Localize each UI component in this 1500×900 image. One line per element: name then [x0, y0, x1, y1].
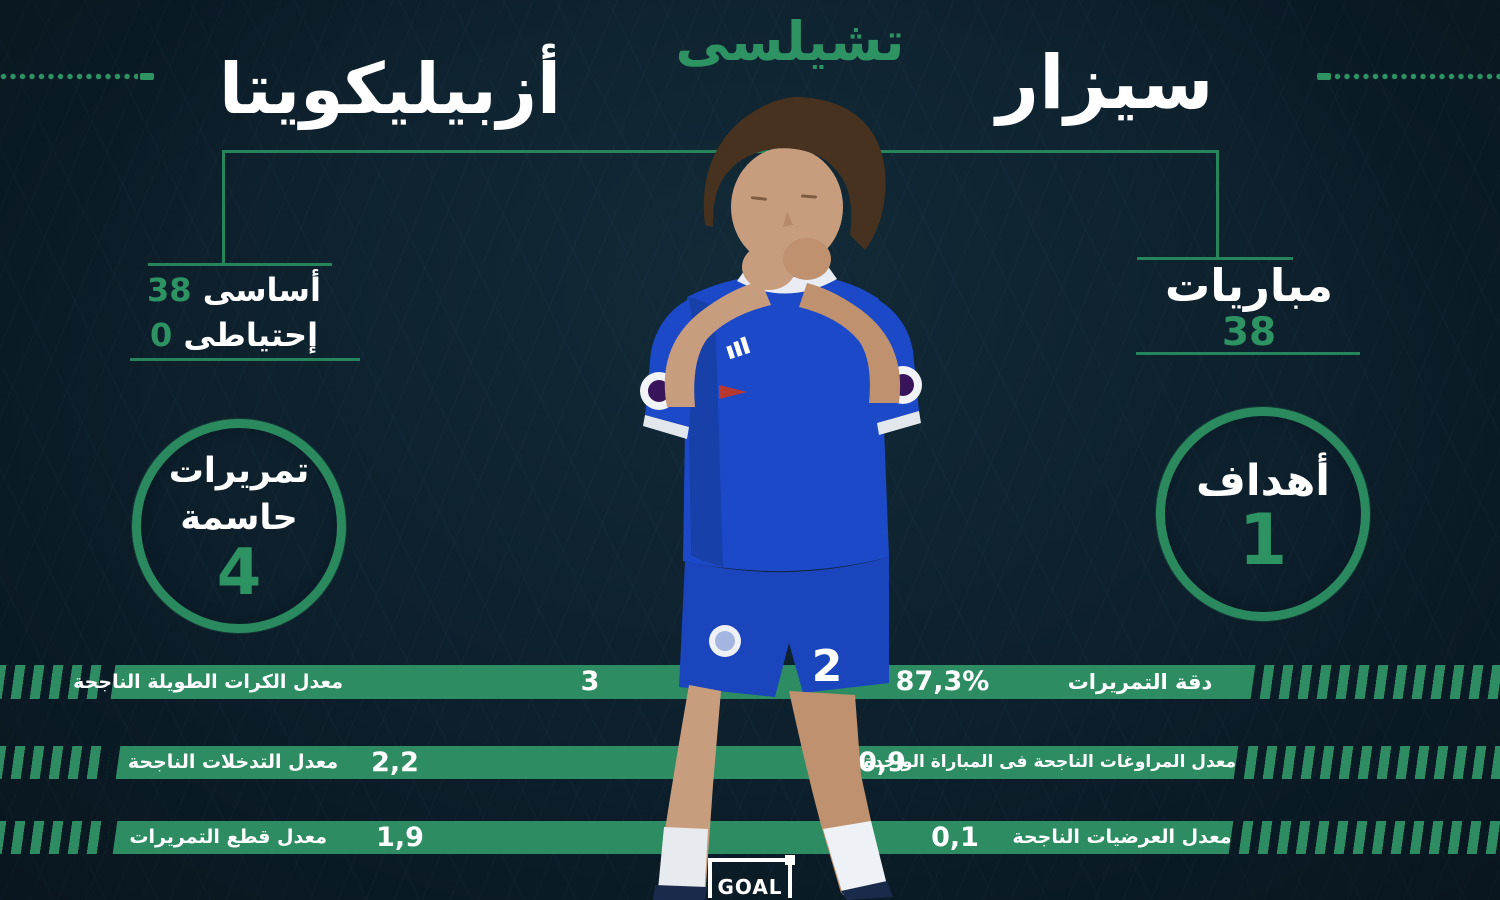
stat-label-interceptions: معدل قطع التمريرات	[129, 826, 327, 848]
assists-value: 4	[216, 536, 262, 610]
stat-bar-2-stripes-right	[1243, 746, 1500, 779]
dotted-line-left	[0, 73, 138, 80]
goals-label: أهداف	[1195, 456, 1331, 506]
stat-value-dribbles: 0,9	[858, 747, 906, 778]
goals-circle: أهداف 1	[1156, 407, 1370, 621]
shorts-number: 2	[812, 641, 843, 692]
bracket-stub-right	[1216, 150, 1219, 260]
stat-bar-3-stripes-left	[0, 821, 111, 854]
player-last-name: أزبيليكويتا	[218, 48, 562, 130]
goal-logo-text: GOAL	[717, 875, 783, 899]
stat-label-tackles: معدل التدخلات الناجحة	[127, 751, 339, 773]
assists-label-line2: حاسمة	[180, 498, 298, 538]
matches-block: مباريات 38	[1133, 260, 1365, 354]
stat-value-crosses: 0,1	[931, 822, 979, 853]
goals-value: 1	[1238, 499, 1288, 581]
dotted-line-right	[1334, 73, 1500, 80]
assists-circle: تمريرات حاسمة 4	[132, 419, 346, 633]
starter-value: 38	[147, 271, 192, 309]
stat-bar-1-stripes-right	[1259, 665, 1500, 699]
club-title: تشيلسى	[675, 10, 905, 73]
starter-label: أساسى	[202, 271, 321, 309]
substitute-value: 0	[149, 316, 173, 354]
appearances-block: أساسى 38 إحتياطى 0	[128, 268, 340, 358]
stat-value-long-balls: 3	[580, 666, 600, 697]
registered-mark-icon	[785, 855, 795, 865]
stat-value-tackles: 2,2	[371, 747, 419, 778]
assists-label-line1: تمريرات	[168, 451, 310, 491]
stat-bar-2-stripes-left	[0, 746, 111, 779]
stat-label-crosses: معدل العرضيات الناجحة	[1012, 826, 1232, 848]
starter-row: أساسى 38	[128, 268, 340, 313]
appearances-line-top	[148, 263, 332, 266]
stat-label-dribbles: معدل المراوغات الناجحة فى المباراة الواح…	[864, 752, 1236, 772]
matches-value: 38	[1221, 310, 1277, 355]
matches-label: مباريات	[1164, 259, 1334, 312]
stat-bar-3-stripes-right	[1238, 821, 1500, 854]
stat-label-long-balls: معدل الكرات الطويلة الناجحة	[73, 671, 343, 693]
substitute-row: إحتياطى 0	[128, 313, 340, 358]
goal-frame-icon	[708, 858, 792, 898]
dash-left	[140, 73, 154, 80]
player-photo: 2	[640, 96, 922, 900]
substitute-label: إحتياطى	[183, 316, 319, 354]
player-first-name: سيزار	[996, 40, 1214, 126]
stat-value-pass-accuracy: 87,3%	[895, 666, 990, 697]
stat-value-interceptions: 1,9	[376, 822, 424, 853]
matches-line-top	[1137, 257, 1293, 260]
dash-right	[1317, 73, 1331, 80]
goal-logo: GOAL	[708, 855, 795, 899]
bracket-stub-left	[222, 150, 225, 266]
matches-line-bottom	[1136, 352, 1360, 355]
appearances-line-bottom	[130, 358, 360, 361]
stat-label-pass-accuracy: دقة التمريرات	[1067, 670, 1213, 694]
